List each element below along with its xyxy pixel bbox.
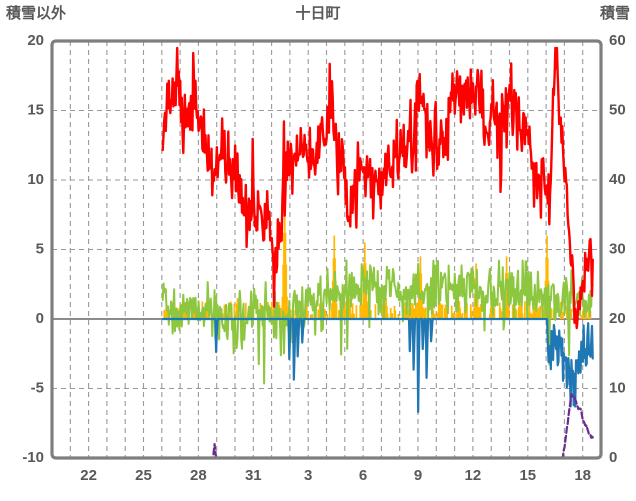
svg-text:9: 9 — [414, 467, 422, 484]
svg-text:50: 50 — [609, 101, 626, 118]
svg-text:20: 20 — [27, 32, 44, 49]
svg-text:10: 10 — [609, 379, 626, 396]
svg-text:15: 15 — [27, 101, 44, 118]
svg-text:10: 10 — [27, 171, 44, 188]
svg-text:31: 31 — [245, 467, 262, 484]
svg-text:-10: -10 — [22, 449, 44, 466]
svg-text:18: 18 — [574, 467, 591, 484]
svg-text:60: 60 — [609, 32, 626, 49]
svg-text:6: 6 — [359, 467, 367, 484]
svg-text:-5: -5 — [31, 379, 44, 396]
svg-text:積雪以外: 積雪以外 — [5, 4, 66, 22]
svg-text:積雪: 積雪 — [599, 4, 630, 22]
svg-text:十日町: 十日町 — [295, 4, 340, 22]
svg-text:3: 3 — [304, 467, 312, 484]
svg-text:5: 5 — [36, 240, 44, 257]
svg-text:12: 12 — [465, 467, 482, 484]
svg-text:40: 40 — [609, 171, 626, 188]
svg-text:22: 22 — [80, 467, 97, 484]
svg-text:0: 0 — [36, 310, 44, 327]
svg-text:15: 15 — [519, 467, 536, 484]
svg-text:25: 25 — [135, 467, 152, 484]
svg-text:0: 0 — [609, 449, 617, 466]
svg-text:28: 28 — [190, 467, 207, 484]
svg-text:30: 30 — [609, 240, 626, 257]
svg-text:20: 20 — [609, 310, 626, 327]
